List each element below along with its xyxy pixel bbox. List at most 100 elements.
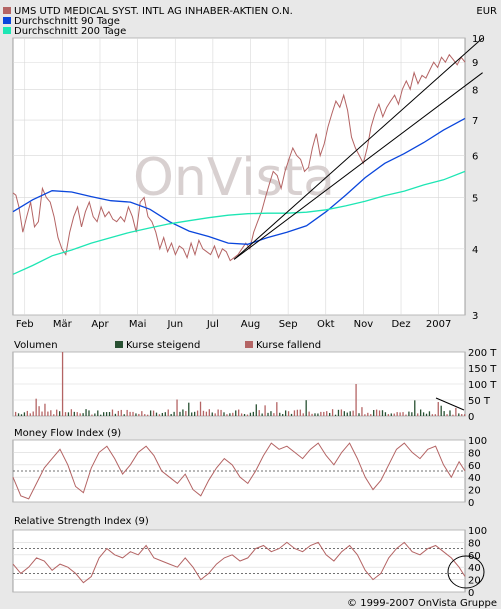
volume-bar [378, 410, 381, 416]
volume-bar [193, 411, 196, 416]
mfi-series [12, 442, 466, 500]
volume-bar [293, 410, 296, 416]
volume-bar [199, 401, 202, 416]
volume-bar [61, 352, 64, 416]
price-x-tick: Sep [279, 319, 298, 330]
volume-bar [258, 410, 260, 416]
volume-y-tick: 200 T [468, 348, 497, 359]
volume-bar [390, 413, 392, 416]
volume-y-tick: 100 T [468, 380, 497, 391]
volume-bar [76, 412, 78, 416]
volume-bar [326, 411, 328, 416]
volume-bar [32, 411, 34, 416]
volume-bar [367, 412, 369, 416]
volume-bar [337, 409, 340, 416]
legend-swatch-price [3, 7, 11, 14]
volume-bar [299, 409, 301, 416]
volume-bar [94, 413, 96, 416]
volume-bar [232, 412, 234, 416]
mfi-y-tick: 20 [468, 486, 481, 497]
volume-bar [123, 414, 125, 416]
price-line [12, 53, 466, 262]
volume-bar [58, 411, 61, 416]
copyright: © 1999-2007 OnVista Gruppe [347, 598, 497, 609]
volume-y-tick: 50 T [468, 396, 491, 407]
volume-bar [126, 409, 128, 416]
volume-bar [334, 414, 337, 416]
volume-bar [431, 414, 434, 416]
mfi-line [12, 442, 466, 500]
volume-bar [17, 413, 20, 416]
volume-bar [375, 409, 378, 416]
volume-bar [317, 413, 319, 416]
volume-bar [358, 413, 360, 416]
volume-bar [314, 413, 316, 416]
price-panel: OnVista 3 4 5 6 7 8 9 10 Feb Mär Apr Mai Jun Jul Aug S… [12, 34, 485, 330]
volume-bar [20, 414, 23, 416]
volume-bar [182, 409, 184, 416]
price-y-tick: 5 [472, 193, 478, 204]
legend-ma200-label: Durchschnitt 200 Tage [14, 26, 126, 37]
volume-bar [50, 410, 52, 416]
rsi-series [12, 541, 466, 584]
price-trendline [233, 72, 483, 260]
volume-bar [91, 414, 93, 416]
volume-bar [64, 412, 67, 416]
volume-bar [41, 411, 43, 416]
volume-bar [67, 412, 70, 416]
volume-bar [114, 413, 117, 416]
volume-bar [311, 413, 313, 416]
ma90-line [12, 117, 466, 245]
volume-bar [173, 411, 175, 416]
volume-bar [411, 412, 413, 416]
volume-bar [158, 414, 161, 416]
price-x-tick: Jul [206, 319, 219, 330]
volume-bar [191, 412, 193, 416]
volume-bar [264, 405, 266, 416]
volume-bar [343, 411, 345, 416]
volume-bar [282, 414, 284, 416]
volume-bar [449, 410, 451, 416]
volume-bar [428, 411, 431, 416]
price-x-tick: Dez [391, 319, 410, 330]
volume-bar [273, 413, 275, 416]
volume-bar [208, 409, 210, 416]
price-y-tick: 3 [472, 311, 478, 322]
volume-bar [364, 414, 366, 416]
watermark: OnVista [133, 148, 335, 208]
volume-bar [103, 412, 105, 416]
price-x-tick: Jun [166, 319, 183, 330]
volume-trendline [435, 397, 465, 411]
volume-bar [296, 409, 299, 416]
volume-bar [14, 411, 17, 416]
volume-bar [214, 413, 216, 416]
price-x-axis: Feb Mär Apr Mai Jun Jul Aug Sep Okt Nov Dez 2007 [16, 319, 452, 330]
volume-bar [223, 412, 225, 416]
volume-panel: Volumen Kurse steigend Kurse fallend 0 50… [12, 340, 497, 423]
mfi-title: Money Flow Index (9) [14, 428, 121, 439]
volume-bar [132, 411, 134, 416]
volume-bar [422, 412, 425, 416]
price-x-tick: 2007 [426, 319, 451, 330]
volume-bar [235, 410, 237, 416]
volume-bar [185, 411, 187, 416]
volume-bar [405, 414, 407, 416]
volume-bar [129, 411, 131, 416]
volume-bar [117, 410, 119, 416]
price-y-tick: 8 [472, 85, 478, 96]
volume-bar [361, 407, 363, 416]
volume-bar [417, 413, 419, 416]
legend-swatch-ma90 [3, 17, 11, 24]
volume-bar [414, 400, 416, 416]
price-trendline [233, 37, 483, 260]
volume-bar [149, 410, 152, 416]
price-y-tick: 7 [472, 116, 478, 127]
price-y-tick: 9 [472, 58, 478, 69]
volume-bar [261, 413, 263, 416]
volume-bar [238, 409, 240, 416]
volume-bar [352, 410, 354, 416]
volume-bar [437, 402, 439, 416]
currency-label: EUR [476, 6, 497, 17]
volume-bar [56, 409, 58, 416]
